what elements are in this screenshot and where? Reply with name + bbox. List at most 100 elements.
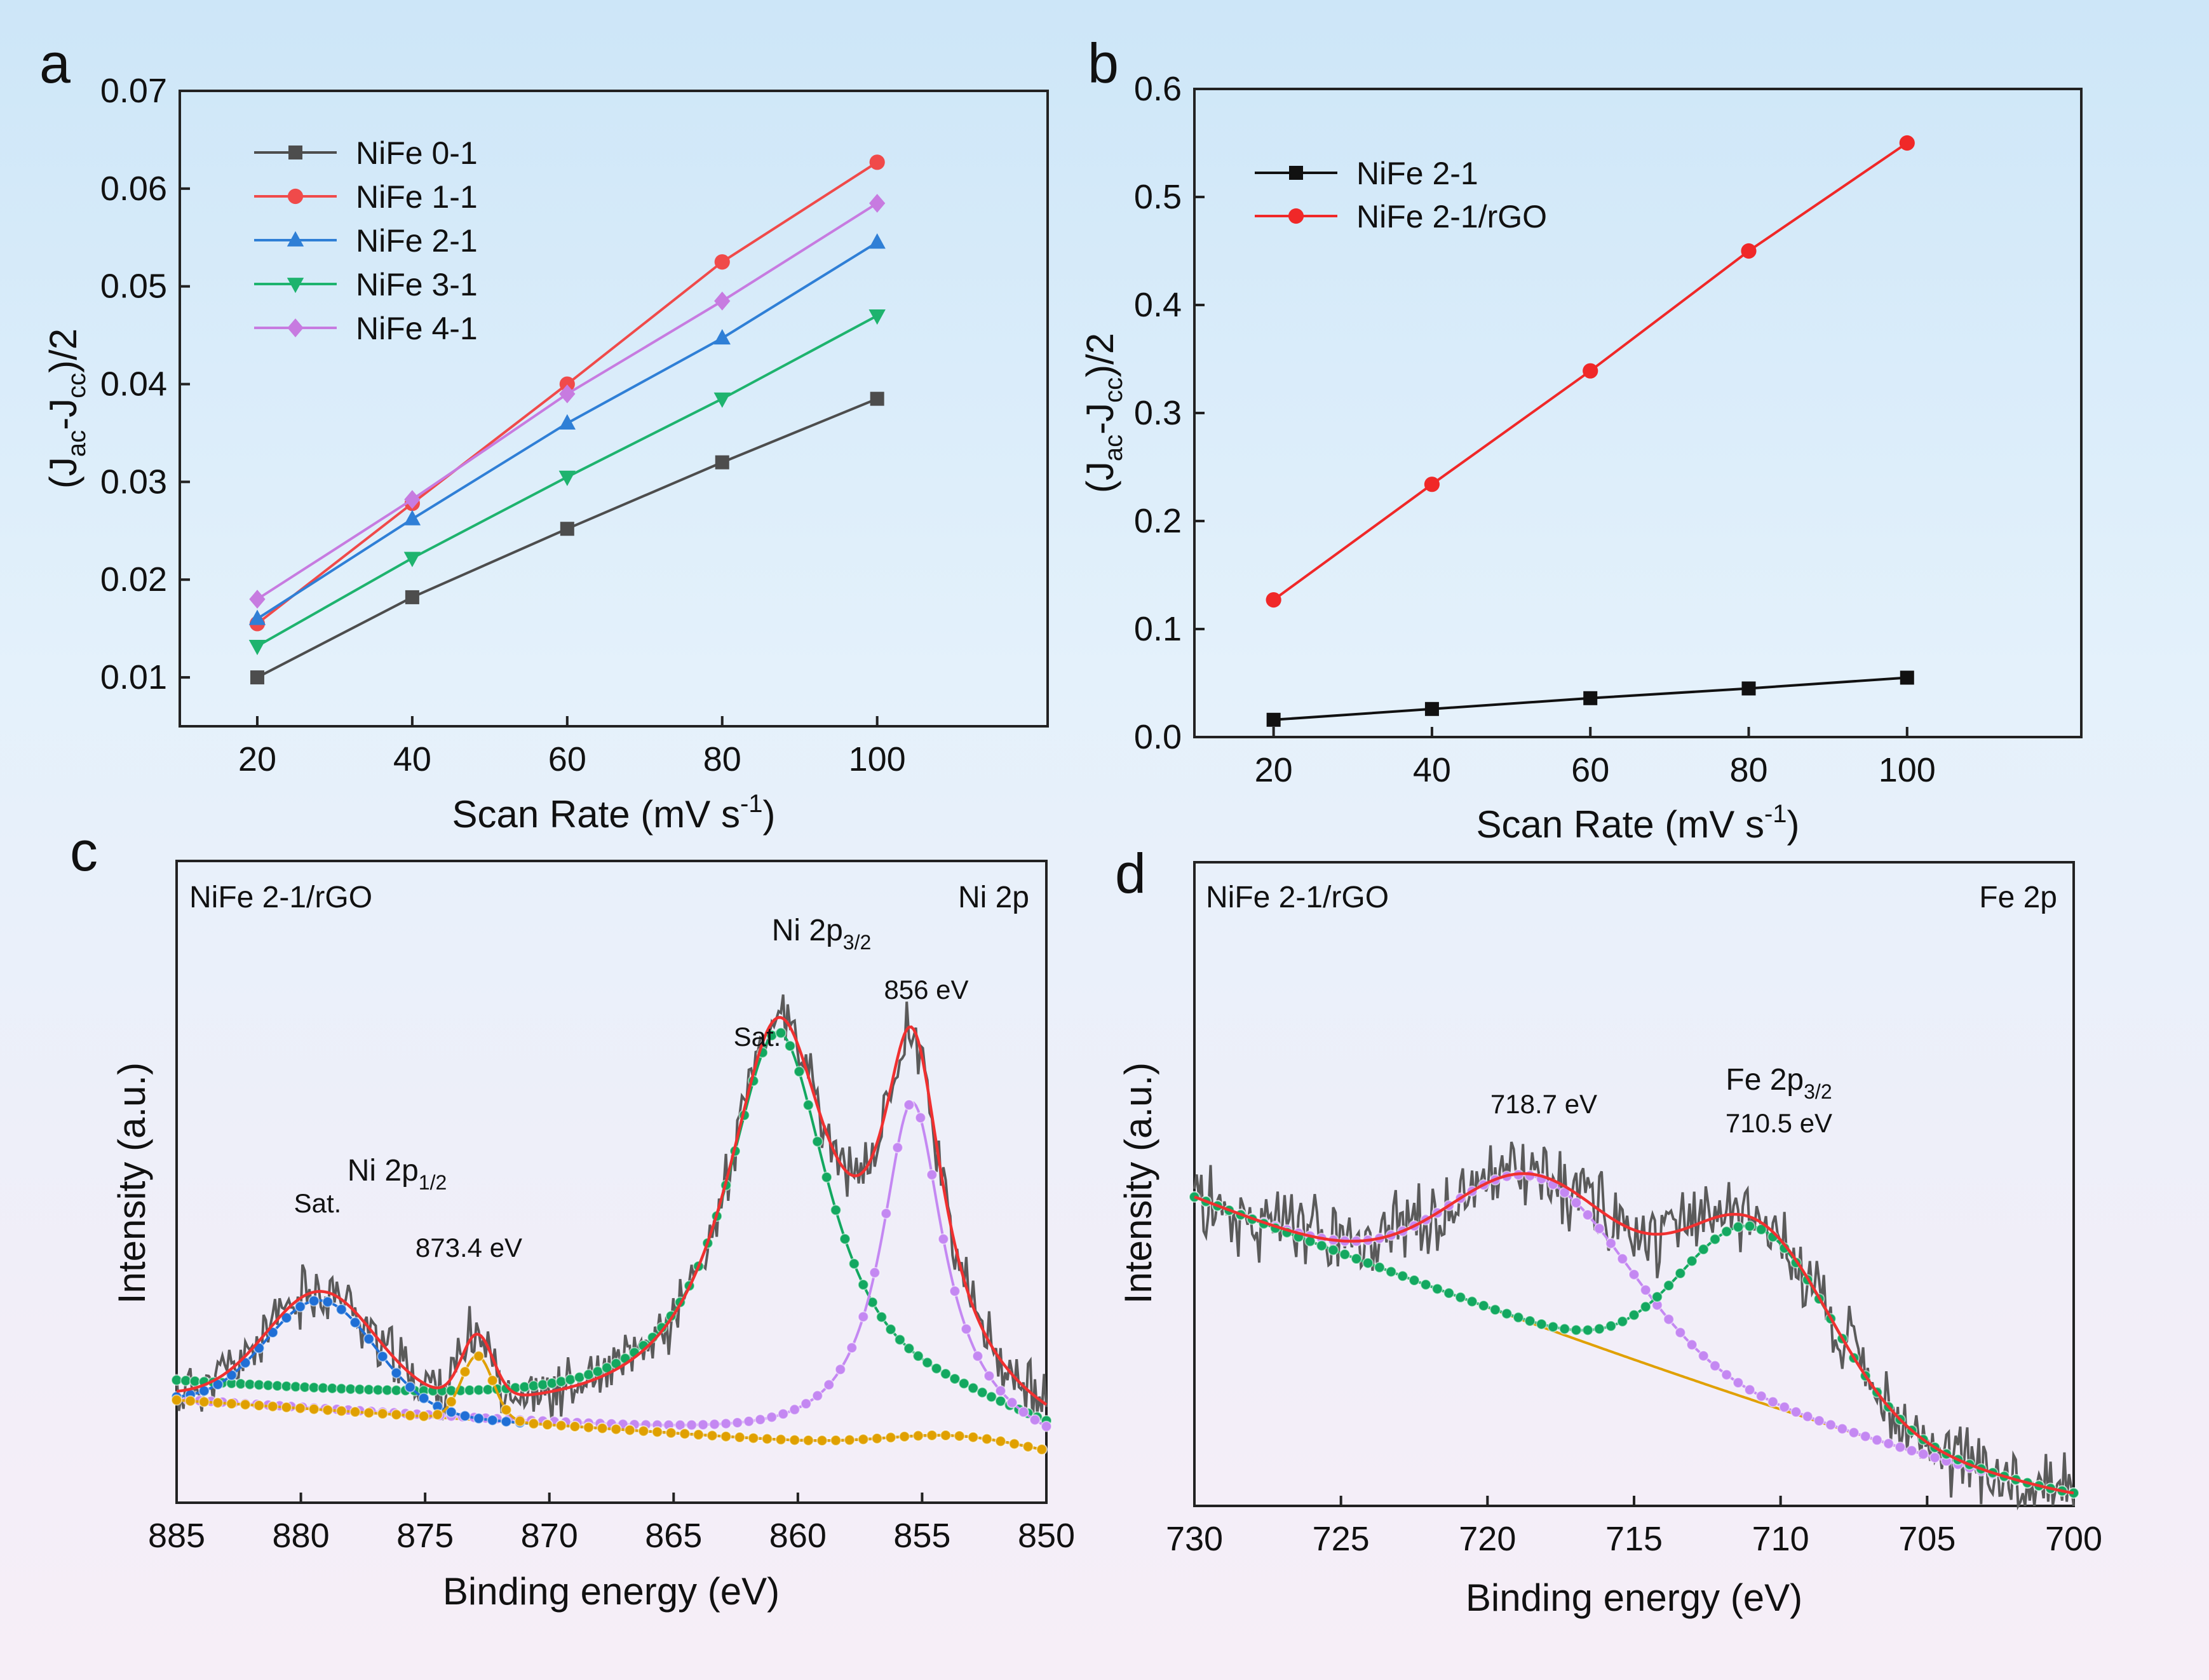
- data-point: [403, 510, 421, 525]
- y-tick-label: 0.5: [1134, 178, 1182, 216]
- fit-component-bead: [537, 1379, 549, 1391]
- fit-component-bead: [473, 1350, 485, 1362]
- fit-component-bead: [294, 1301, 306, 1313]
- fit-component-bead: [459, 1365, 471, 1378]
- y-tick-label: 0.01: [100, 658, 167, 696]
- data-point: [405, 590, 419, 604]
- fit-component-bead: [212, 1397, 224, 1409]
- fit-component-bead: [184, 1395, 196, 1407]
- x-tick-label: 720: [1459, 1520, 1516, 1558]
- fit-component-bead: [280, 1401, 292, 1413]
- fit-component-bead: [637, 1425, 649, 1437]
- panel-letter-a: a: [39, 32, 71, 95]
- fit-component-bead: [1802, 1411, 1814, 1423]
- fit-component-bead: [926, 1169, 938, 1181]
- fit-component-bead: [848, 1257, 860, 1270]
- fit-component-bead: [960, 1323, 972, 1335]
- fit-component-bead: [868, 1266, 881, 1278]
- fit-component-bead: [686, 1419, 698, 1431]
- fit-component-bead: [1744, 1220, 1756, 1232]
- x-tick-label: 80: [703, 740, 741, 778]
- fit-component-bead: [885, 1324, 897, 1336]
- fit-component-bead: [1732, 1377, 1744, 1389]
- fit-component-bead: [1917, 1448, 1929, 1460]
- fit-component-bead: [811, 1135, 823, 1148]
- legend-label: NiFe 4-1: [356, 311, 478, 346]
- panel-letter-b: b: [1088, 32, 1119, 95]
- fit-component-bead: [823, 1379, 835, 1391]
- panel-c: c 885 880 875 870 865 860 855 850 NiFe 2-1/rGO …: [70, 820, 1075, 1613]
- fit-component-bead: [811, 1390, 823, 1402]
- data-point: [870, 391, 884, 406]
- fit-component-bead: [198, 1396, 210, 1408]
- fit-component-bead: [377, 1350, 389, 1362]
- annotation-7105-d: 710.5 eV: [1726, 1108, 1832, 1138]
- fit-component-bead: [500, 1416, 512, 1428]
- fit-component-bead: [871, 1432, 883, 1444]
- y-tick-label: 0.04: [100, 365, 167, 403]
- fit-component-bead: [555, 1376, 567, 1388]
- y-axis-title-b: (Jac-Jcc)/2: [1079, 333, 1128, 493]
- fit-component-bead: [321, 1296, 334, 1308]
- x-tick-label: 860: [769, 1517, 827, 1555]
- fit-component-bead: [564, 1374, 576, 1386]
- fit-component-bead: [487, 1414, 499, 1426]
- x-tick-label: 700: [2045, 1520, 2102, 1558]
- sample-label-c: NiFe 2-1/rGO: [189, 881, 372, 914]
- y-tick-label: 0.06: [100, 170, 167, 208]
- series-group-b: [1266, 135, 1915, 727]
- fit-component-bead: [784, 1040, 796, 1052]
- y-tick-label: 0.6: [1134, 70, 1182, 108]
- fit-component-bead: [949, 1372, 961, 1385]
- fit-component-bead: [445, 1396, 457, 1408]
- fit-component-line: [1194, 1173, 2074, 1494]
- fit-component-bead: [1420, 1278, 1432, 1290]
- fit-component-bead: [377, 1407, 389, 1419]
- fit-component-bead: [308, 1403, 320, 1415]
- fit-component-bead: [431, 1409, 443, 1421]
- y-axis-title-c: Intensity (a.u.): [111, 1062, 153, 1304]
- data-point: [559, 384, 576, 403]
- fit-envelope: [1194, 1172, 2074, 1494]
- data-point: [868, 309, 886, 325]
- y-tick-label: 0.2: [1134, 502, 1182, 540]
- fit-component-bead: [1628, 1268, 1640, 1280]
- fit-component-bead: [1593, 1323, 1605, 1335]
- fit-component-bead: [500, 1404, 512, 1416]
- fit-component-bead: [404, 1381, 416, 1393]
- fit-component-bead: [1339, 1249, 1351, 1261]
- fit-component-bead: [1524, 1315, 1536, 1327]
- fit-component-bead: [1674, 1327, 1686, 1339]
- fit-component-bead: [1778, 1401, 1790, 1413]
- fit-component-bead: [846, 1342, 858, 1354]
- fit-component-bead: [226, 1398, 238, 1410]
- region-label-c: Ni 2p: [958, 881, 1029, 914]
- fit-component-bead: [1396, 1270, 1408, 1282]
- fit-component-bead: [903, 1099, 915, 1111]
- y-tick-label: 0.4: [1134, 286, 1182, 324]
- x-tick-label: 850: [1018, 1517, 1075, 1555]
- fit-component-bead: [708, 1418, 720, 1430]
- fit-component-bead: [1593, 1223, 1605, 1235]
- fit-component-bead: [335, 1303, 348, 1315]
- fit-component-bead: [857, 1278, 869, 1290]
- fit-component-bead: [903, 1343, 915, 1355]
- fit-component-bead: [921, 1357, 933, 1369]
- fit-component-bead: [624, 1424, 636, 1436]
- data-point: [1741, 681, 1756, 696]
- data-point: [869, 154, 885, 170]
- x-tick-label: 730: [1166, 1520, 1223, 1558]
- fit-component-bead: [1894, 1441, 1906, 1453]
- x-axis-title-d: Binding energy (eV): [1466, 1576, 1802, 1619]
- fit-component-bead: [816, 1435, 828, 1447]
- fit-component-bead: [1698, 1243, 1710, 1256]
- x-axis-title-b: Scan Rate (mV s-1): [1476, 800, 1799, 846]
- fit-component-bead: [875, 1311, 888, 1323]
- fit-component-bead: [1616, 1315, 1628, 1327]
- data-point: [248, 639, 266, 656]
- fit-component-bead: [308, 1295, 320, 1307]
- y-axis-title-a: (Jac-Jcc)/2: [42, 329, 91, 489]
- fit-component-bead: [706, 1430, 719, 1442]
- fit-component-bead: [830, 1204, 842, 1216]
- legend-a: NiFe 0-1 NiFe 1-1 NiFe 2-1 NiFe 3-1 NiFe 4-1: [254, 135, 478, 346]
